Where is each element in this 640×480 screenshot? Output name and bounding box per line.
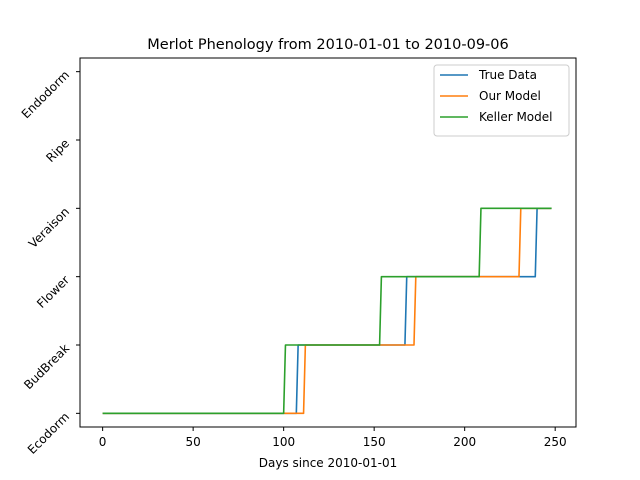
legend-label: Our Model [479, 89, 541, 103]
chart-title: Merlot Phenology from 2010-01-01 to 2010… [147, 37, 508, 53]
legend-label: Keller Model [479, 110, 552, 124]
legend: True Data Our Model Keller Model [434, 65, 569, 136]
y-tick-label: Endodorm [19, 68, 72, 121]
x-tick-label: 200 [453, 435, 476, 449]
y-tick-label: Ecodorm [25, 410, 72, 457]
legend-label: True Data [478, 68, 537, 82]
x-axis: 0 50 100 150 200 250 [99, 427, 567, 449]
x-tick-label: 100 [272, 435, 295, 449]
x-tick-label: 50 [185, 435, 200, 449]
y-tick-label: BudBreak [21, 341, 72, 392]
y-tick-label: Veraison [26, 205, 72, 251]
y-tick-label: Flower [34, 273, 72, 311]
x-tick-label: 0 [99, 435, 107, 449]
x-tick-label: 150 [363, 435, 386, 449]
y-axis: Ecodorm BudBreak Flower Veraison Ripe Endodor… [19, 68, 80, 457]
y-tick-label: Ripe [43, 136, 72, 165]
x-tick-label: 250 [544, 435, 567, 449]
x-axis-label: Days since 2010-01-01 [259, 456, 398, 470]
